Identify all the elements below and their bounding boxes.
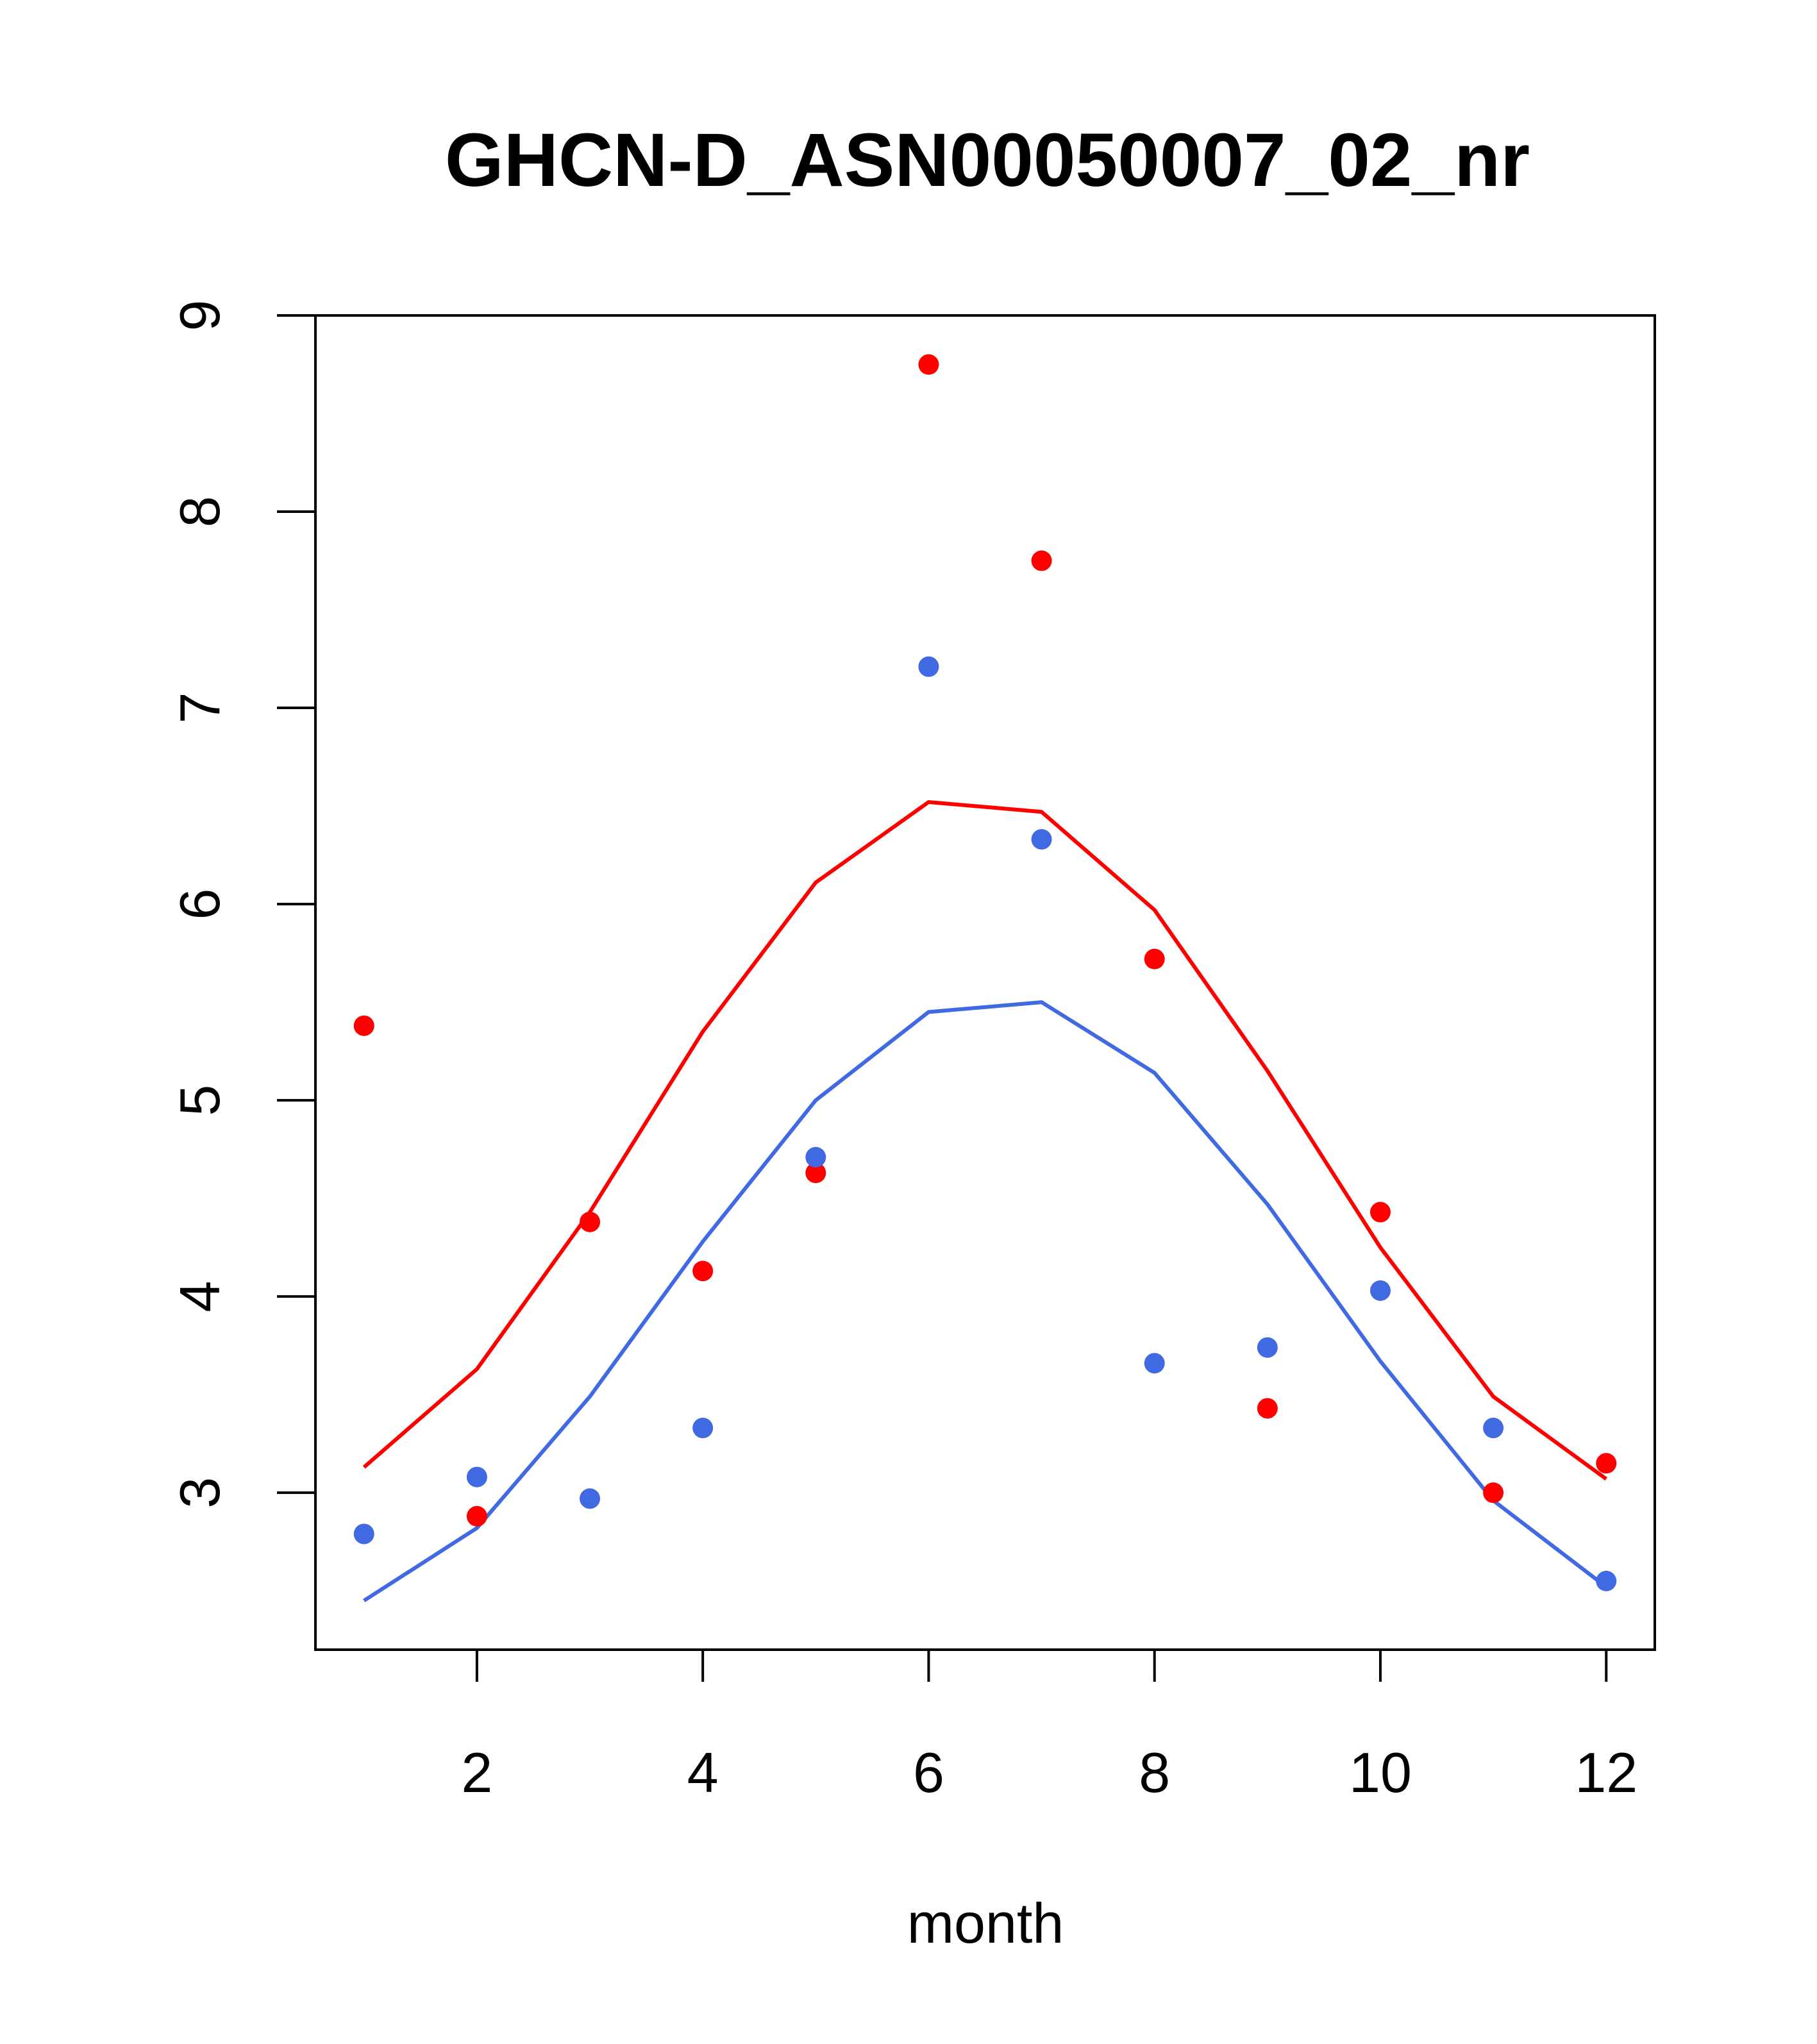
x-tick-label: 12	[1575, 1741, 1637, 1804]
y-tick-label: 4	[168, 1281, 231, 1312]
blue-point	[1144, 1353, 1165, 1374]
blue-point	[353, 1523, 374, 1545]
y-tick-label: 8	[168, 496, 231, 528]
red-point	[353, 1015, 374, 1036]
y-tick-label: 5	[168, 1085, 231, 1116]
x-axis: 2 4 6 8 10 12	[461, 1650, 1637, 1804]
x-tick-label: 6	[913, 1741, 944, 1804]
blue-point	[1369, 1280, 1391, 1301]
x-tick-label: 8	[1139, 1741, 1170, 1804]
red-point	[918, 354, 939, 375]
red-point	[466, 1505, 487, 1527]
red-point	[580, 1211, 601, 1232]
blue-point	[1257, 1337, 1278, 1358]
blue-point	[1031, 829, 1052, 850]
red-point	[1596, 1453, 1617, 1474]
blue-point	[1483, 1418, 1504, 1439]
blue-point	[1596, 1570, 1617, 1591]
red-point	[1031, 550, 1052, 571]
red-line-series	[362, 800, 1608, 1481]
y-tick-label: 3	[168, 1477, 231, 1509]
blue-point	[805, 1146, 826, 1168]
x-tick-label: 4	[687, 1741, 719, 1804]
red-point	[805, 1162, 826, 1184]
blue-point	[580, 1488, 601, 1509]
red-point	[692, 1261, 714, 1282]
series-points	[353, 354, 1617, 1591]
y-tick-label: 7	[168, 692, 231, 724]
red-point	[1257, 1398, 1278, 1419]
series-lines	[362, 800, 1608, 1603]
red-point	[1369, 1202, 1391, 1223]
chart-title: GHCN-D_ASN00050007_02_nr	[445, 118, 1530, 203]
plot-frame	[314, 314, 1656, 1651]
red-point	[1483, 1482, 1504, 1504]
blue-point	[918, 656, 939, 677]
x-axis-label: month	[907, 1891, 1064, 1955]
y-tick-label: 9	[168, 300, 231, 331]
red-point	[1144, 948, 1165, 969]
x-tick-label: 2	[461, 1741, 492, 1804]
blue-point	[466, 1466, 487, 1487]
x-tick-label: 10	[1349, 1741, 1412, 1804]
blue-point	[692, 1418, 714, 1439]
blue-line-series	[363, 1000, 1608, 1603]
y-axis: 3 4 5 6 7 8 9	[168, 300, 315, 1509]
y-tick-label: 6	[168, 889, 231, 920]
